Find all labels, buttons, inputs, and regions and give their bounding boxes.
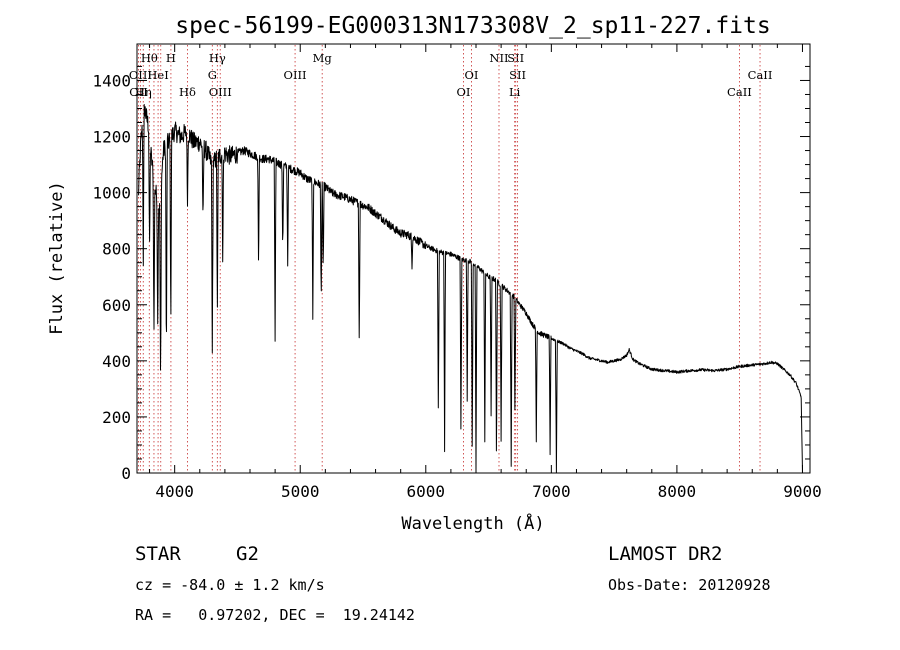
line-marker-label: CaII (727, 85, 752, 99)
y-tick-label: 200 (102, 408, 131, 427)
x-axis-label: Wavelength (Å) (401, 512, 544, 534)
line-marker-label: Mg (313, 51, 333, 65)
line-marker-label: Hθ (141, 51, 158, 65)
line-marker-label: OIII (284, 68, 307, 82)
line-marker-label: HeI (147, 68, 168, 82)
line-marker-label: H (166, 51, 176, 65)
line-marker-label: CaII (748, 68, 773, 82)
x-tick-label: 9000 (783, 482, 822, 501)
line-marker-label: Hδ (179, 85, 196, 99)
spectrum-series (138, 104, 803, 474)
line-marker-label: G (208, 68, 217, 82)
y-tick-label: 1400 (92, 71, 131, 90)
line-marker-label: Li (509, 85, 521, 99)
object-class: STAR (135, 543, 181, 565)
spectral-line-markers: OII OIII Hη Hθ HeI H Hδ G Hγ OIII OIII Mg OI OI NIISII… (129, 45, 773, 472)
chart-title: spec-56199-EG000313N173308V_2_sp11-227.f… (175, 13, 770, 39)
line-marker-label: OIII (129, 68, 152, 82)
line-marker-label: OI (464, 68, 478, 82)
line-marker-label: NII (489, 51, 508, 65)
observation-date: Obs-Date: 20120928 (608, 576, 771, 594)
y-tick-label: 1200 (92, 128, 131, 147)
x-tick-label: 4000 (155, 482, 194, 501)
x-tick-label: 5000 (281, 482, 320, 501)
spectrum-line (138, 104, 803, 474)
y-tick-label: 400 (102, 352, 131, 371)
plot-frame (136, 43, 811, 474)
y-axis-label: Flux (relative) (47, 181, 67, 335)
line-marker-label: Hγ (209, 51, 226, 65)
y-tick-label: 800 (102, 240, 131, 259)
redshift-info: cz = -84.0 ± 1.2 km/s (135, 576, 325, 594)
coordinates: RA = 0.97202, DEC = 19.24142 (135, 606, 415, 624)
line-marker-label: SII (509, 68, 526, 82)
y-tick-label: 0 (121, 464, 131, 483)
line-marker-label: OI (456, 85, 470, 99)
survey-name: LAMOST DR2 (608, 543, 723, 565)
x-tick-label: 6000 (407, 482, 446, 501)
x-axis: 4000 5000 6000 7000 8000 9000 (149, 44, 822, 501)
y-axis: 0 200 400 600 800 1000 1200 1400 (92, 65, 810, 483)
y-tick-label: 1000 (92, 184, 131, 203)
y-tick-label: 600 (102, 296, 131, 315)
line-marker-label: OIII (209, 85, 232, 99)
line-marker-label: SII (507, 51, 524, 65)
line-marker-label: OII (129, 85, 148, 99)
line-marker-label: Hη (135, 85, 152, 99)
x-tick-label: 7000 (532, 482, 571, 501)
x-tick-label: 8000 (658, 482, 697, 501)
object-subclass: G2 (236, 543, 259, 565)
